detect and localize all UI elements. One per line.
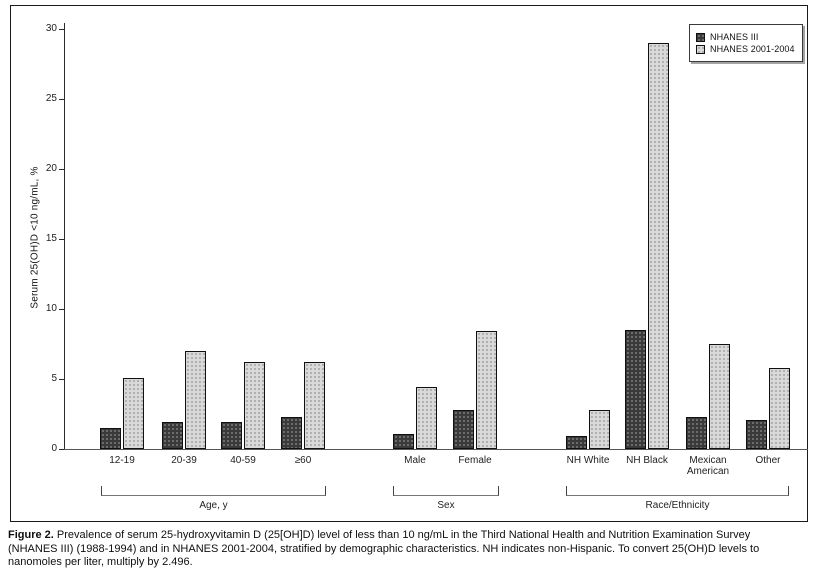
figure-caption: Figure 2. Prevalence of serum 25-hydroxy… bbox=[8, 529, 836, 570]
bar-nhanes-2001-2004-other bbox=[769, 368, 790, 449]
category-label-nh-black: NH Black bbox=[626, 455, 668, 466]
y-tick-label: 20 bbox=[45, 163, 57, 174]
bar-nhanes-iii-12-19 bbox=[100, 428, 121, 449]
y-tick-label: 15 bbox=[45, 233, 57, 244]
x-axis-line bbox=[64, 449, 808, 450]
bar-nhanes-2001-2004-12-19 bbox=[123, 378, 144, 449]
chart-frame: Serum 25(OH)D <10 ng/mL, % 0 5 10 15 20 25 30 … bbox=[10, 5, 808, 522]
category-label-other: Other bbox=[755, 455, 781, 466]
group-bracket-sex bbox=[393, 486, 499, 496]
y-tick-mark bbox=[59, 449, 64, 450]
y-tick-mark bbox=[59, 309, 64, 310]
category-label-mexican-american: Mexican American bbox=[686, 455, 730, 477]
legend-swatch-icon bbox=[696, 32, 705, 42]
group-bracket-age-y bbox=[101, 486, 326, 496]
bar-nhanes-iii-nh-white bbox=[566, 436, 587, 449]
group-bracket-race-ethnicity bbox=[566, 486, 789, 496]
group-label-race-ethnicity: Race/Ethnicity bbox=[645, 500, 710, 511]
caption-line-3: nanomoles per liter, multiply by 2.496. bbox=[8, 556, 193, 568]
bar-nhanes-2001-2004-40-59 bbox=[244, 362, 265, 449]
group-label-sex: Sex bbox=[437, 500, 455, 511]
bar-nhanes-iii-60 bbox=[281, 417, 302, 449]
legend: NHANES III NHANES 2001-2004 bbox=[689, 24, 803, 62]
category-label-40-59: 40-59 bbox=[230, 455, 256, 466]
bar-nhanes-iii-40-59 bbox=[221, 422, 242, 449]
group-label-age-y: Age, y bbox=[199, 500, 228, 511]
y-tick-label: 30 bbox=[45, 23, 57, 34]
category-label-nh-white: NH White bbox=[566, 455, 610, 466]
bar-nhanes-2001-2004-nh-black bbox=[648, 43, 669, 449]
bar-nhanes-iii-nh-black bbox=[625, 330, 646, 449]
category-label-20-39: 20-39 bbox=[171, 455, 197, 466]
bar-nhanes-iii-other bbox=[746, 420, 767, 449]
bar-nhanes-2001-2004-nh-white bbox=[589, 410, 610, 449]
y-tick-mark bbox=[59, 239, 64, 240]
bar-nhanes-iii-mexican-american bbox=[686, 417, 707, 449]
legend-label: NHANES 2001-2004 bbox=[710, 44, 795, 54]
bar-nhanes-2001-2004-60 bbox=[304, 362, 325, 449]
category-label-60: ≥60 bbox=[294, 455, 312, 466]
bar-nhanes-iii-male bbox=[393, 434, 414, 449]
y-tick-mark bbox=[59, 99, 64, 100]
bar-nhanes-iii-20-39 bbox=[162, 422, 183, 449]
y-tick-label: 0 bbox=[51, 443, 57, 454]
y-tick-label: 5 bbox=[51, 373, 57, 384]
y-tick-label: 10 bbox=[45, 303, 57, 314]
bar-nhanes-2001-2004-20-39 bbox=[185, 351, 206, 449]
category-label-female: Female bbox=[458, 455, 492, 466]
y-axis-line bbox=[64, 23, 65, 449]
caption-label: Figure 2. bbox=[8, 529, 54, 541]
bar-nhanes-2001-2004-female bbox=[476, 331, 497, 449]
caption-line-1: Prevalence of serum 25-hydroxyvitamin D … bbox=[56, 529, 751, 541]
legend-item-nhanes-2001-2004: NHANES 2001-2004 bbox=[696, 44, 795, 54]
legend-item-nhanes-iii: NHANES III bbox=[696, 32, 795, 42]
bar-nhanes-2001-2004-mexican-american bbox=[709, 344, 730, 449]
y-tick-mark bbox=[59, 169, 64, 170]
bar-nhanes-iii-female bbox=[453, 410, 474, 449]
y-tick-mark bbox=[59, 379, 64, 380]
category-label-male: Male bbox=[404, 455, 426, 466]
bar-nhanes-2001-2004-male bbox=[416, 387, 437, 449]
category-label-12-19: 12-19 bbox=[109, 455, 135, 466]
y-tick-mark bbox=[59, 29, 64, 30]
legend-label: NHANES III bbox=[710, 32, 759, 42]
caption-line-2: (NHANES III) (1988-1994) and in NHANES 2… bbox=[8, 542, 760, 555]
legend-swatch-icon bbox=[696, 44, 705, 54]
y-tick-label: 25 bbox=[45, 93, 57, 104]
